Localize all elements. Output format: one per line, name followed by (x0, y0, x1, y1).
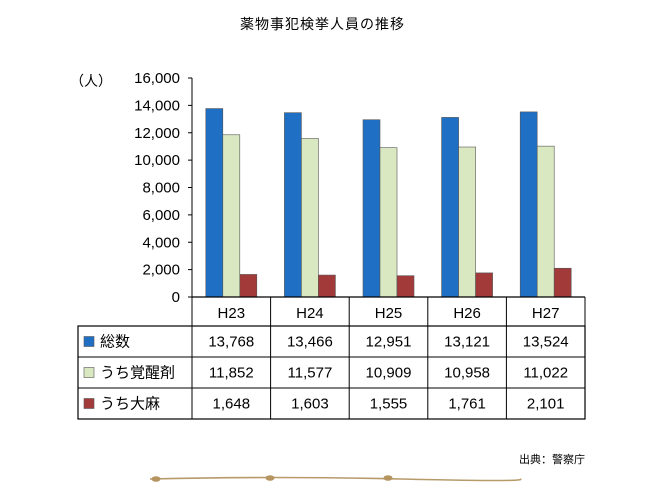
decorative-rope-line (149, 476, 522, 482)
bar-1-H23 (205, 108, 224, 298)
data-cell: 1,648 (213, 396, 251, 413)
bar-2-H24 (301, 138, 319, 298)
bar-3-H27 (553, 267, 572, 298)
category-label: H25 (375, 305, 403, 322)
bar-3-H26 (475, 272, 493, 298)
data-cell: 13,768 (208, 334, 254, 351)
bar-2-H23 (222, 134, 241, 298)
bar-1-H26 (441, 117, 459, 298)
data-cell: 13,524 (523, 334, 569, 351)
bar-1-H24 (284, 112, 302, 298)
y-axis-unit-label: （人） (70, 74, 112, 90)
y-tick-label: 14,000 (134, 97, 180, 114)
category-label: H27 (532, 305, 560, 322)
bar-3-H23 (239, 274, 258, 298)
data-cell: 10,958 (444, 365, 490, 382)
data-cell: 13,466 (287, 334, 333, 351)
bar-1-H27 (519, 111, 538, 298)
y-tick-label: 2,000 (142, 262, 180, 279)
decorative-knot (265, 475, 275, 481)
legend-label-1: 総数 (100, 333, 130, 351)
chart-title: 薬物事犯検挙人員の推移 (240, 17, 405, 33)
y-tick-label: 12,000 (134, 125, 180, 142)
legend-label-3: うち大麻 (100, 395, 160, 413)
decorative-knot (151, 476, 161, 482)
legend-swatch-3 (83, 398, 95, 409)
y-tick-label: 8,000 (142, 180, 180, 197)
y-tick-label: 0 (172, 289, 180, 306)
legend-swatch-2 (83, 367, 95, 378)
bar-3-H25 (396, 275, 415, 298)
legend-swatch-1 (83, 336, 95, 347)
bar-2-H26 (458, 146, 476, 298)
category-label: H23 (218, 305, 246, 322)
bar-2-H27 (536, 145, 555, 298)
source-note: 出典：警察庁 (519, 453, 585, 466)
data-cell: 1,555 (370, 396, 408, 413)
decorative-knot (383, 475, 393, 481)
bar-3-H24 (318, 274, 336, 298)
y-tick-label: 6,000 (142, 207, 180, 224)
data-cell: 2,101 (527, 396, 565, 413)
y-tick-label: 4,000 (142, 234, 180, 251)
category-label: H26 (453, 305, 481, 322)
data-cell: 11,577 (288, 365, 333, 382)
category-label: H24 (296, 305, 324, 322)
data-cell: 13,121 (444, 334, 490, 351)
data-cell: 11,022 (523, 365, 568, 382)
data-cell: 11,852 (209, 365, 254, 382)
data-cell: 12,951 (366, 334, 412, 351)
legend-label-2: うち覚醒剤 (100, 364, 175, 382)
y-tick-label: 16,000 (134, 70, 180, 87)
data-cell: 10,909 (366, 365, 412, 382)
data-cell: 1,761 (448, 396, 486, 413)
data-cell: 1,603 (291, 396, 329, 413)
bar-2-H25 (379, 147, 398, 298)
bar-1-H25 (362, 119, 381, 298)
y-tick-label: 10,000 (134, 152, 180, 169)
